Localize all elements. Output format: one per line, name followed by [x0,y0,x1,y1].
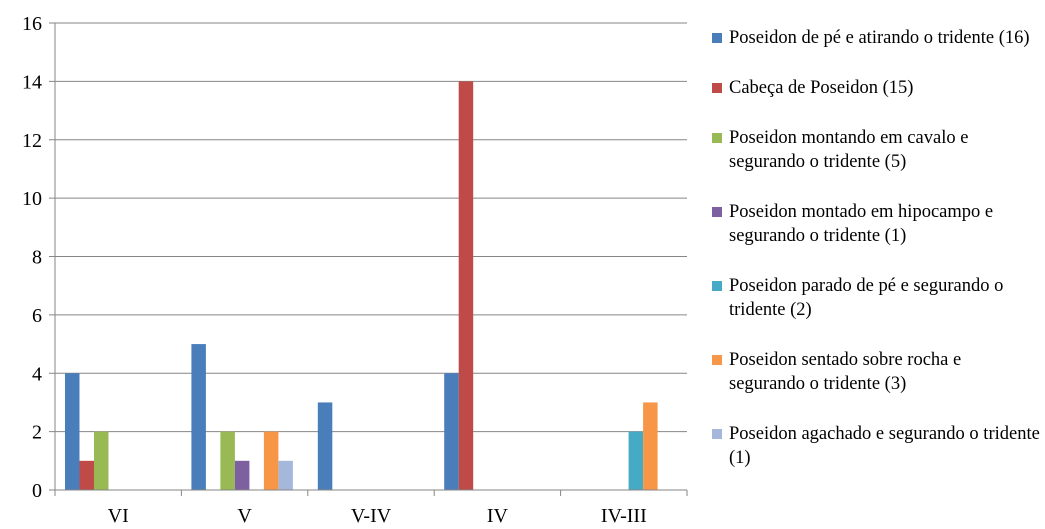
gridlines [55,22,687,433]
bar-series-1-vi [65,373,80,490]
bar-series-3-v [220,431,235,490]
legend-swatch [712,133,722,143]
y-tick-label: 4 [32,363,42,385]
y-tick-label: 10 [22,188,42,210]
legend-label: Poseidon parado de pé e segurando o trid… [729,276,1004,320]
bar-series-3-vi [94,431,109,490]
y-tick-labels: 0 2 4 6 8 10 12 14 16 [22,13,42,502]
legend-swatch [712,83,722,93]
axes [49,22,688,496]
y-tick-label: 6 [32,305,42,327]
bar-series-7-v [278,460,293,490]
bar-series-5-iv-iii [628,431,644,490]
y-tick-label: 12 [22,130,42,152]
x-tick-label-iv-iii: IV-III [601,505,647,527]
bar-series-1-iv [444,373,459,490]
bar-series-2-vi [79,460,94,490]
bar-series-1-v [191,344,206,490]
x-tick-label-v-iv: V-IV [351,505,392,527]
legend-swatch [712,355,722,365]
x-tick-labels: VI V V-IV IV IV-III [108,505,647,527]
x-tick-label-vi: VI [108,505,129,527]
y-tick-label: 14 [22,71,42,93]
x-tick-label-v: V [237,505,252,527]
y-tick-label: 16 [22,13,42,35]
y-tick-label: 2 [32,422,42,444]
bar-series-4-v [234,460,250,490]
legend-swatch [712,207,722,217]
legend-label: Poseidon de pé e atirando o tridente (16… [729,28,1030,48]
legend-swatch [712,429,722,439]
y-tick-label: 8 [32,247,42,269]
legend-swatch [712,33,722,43]
legend-label: Poseidon montando em cavalo e segurando … [729,128,969,172]
bars [65,81,658,490]
bar-series-2-iv [458,81,474,490]
bar-series-6-v [263,431,279,490]
bar-series-6-iv-iii [643,402,658,490]
x-tick-label-iv: IV [487,505,509,527]
legend-swatch [712,281,722,291]
legend-label: Poseidon sentado sobre rocha e segurando… [729,350,962,394]
legend-label: Cabeça de Poseidon (15) [729,78,914,98]
legend-label: Poseidon agachado e segurando o tridente… [729,424,1040,468]
y-tick-label: 0 [32,480,42,502]
legend-label: Poseidon montado em hipocampo e segurand… [729,202,994,246]
bar-series-1-v-iv [317,402,333,490]
